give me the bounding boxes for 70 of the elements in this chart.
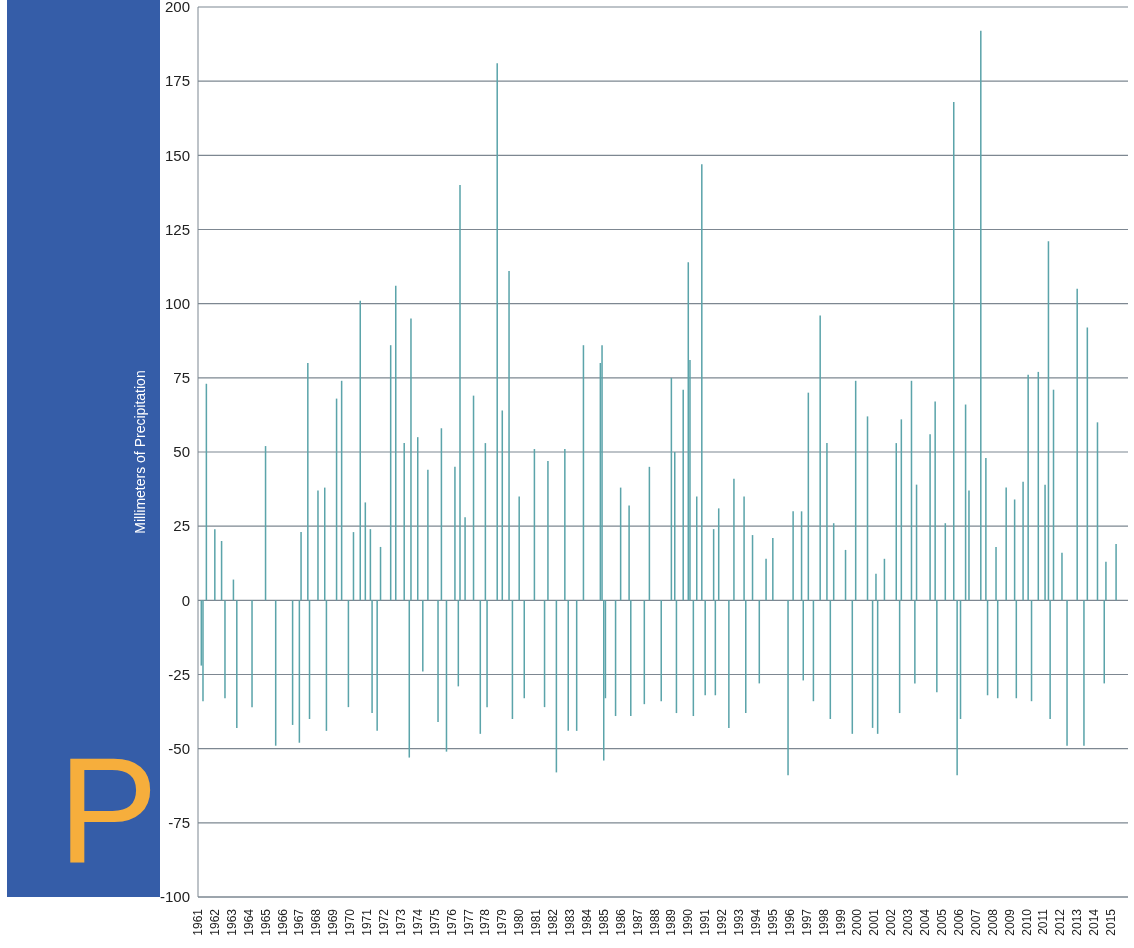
x-tick-label: 1990 bbox=[681, 908, 696, 936]
y-tick-label: 50 bbox=[173, 443, 190, 461]
x-tick-label: 1963 bbox=[224, 908, 239, 936]
x-tick-label: 1996 bbox=[782, 908, 797, 936]
x-tick-label: 1976 bbox=[444, 908, 459, 936]
x-tick-label: 1972 bbox=[377, 908, 391, 936]
x-tick-label: 2011 bbox=[1036, 908, 1051, 935]
x-tick-label: 1966 bbox=[275, 908, 290, 936]
x-tick-label: 1998 bbox=[816, 908, 831, 936]
y-tick-label: 100 bbox=[164, 294, 190, 312]
x-tick-label: 1992 bbox=[715, 908, 730, 936]
x-tick-label: 1975 bbox=[427, 908, 442, 936]
x-tick-label: 2005 bbox=[935, 908, 949, 936]
x-tick-label: 2013 bbox=[1070, 908, 1085, 936]
x-tick-label: 2004 bbox=[918, 908, 933, 936]
x-tick-label: 2008 bbox=[985, 908, 1000, 936]
x-tick-label: 1997 bbox=[799, 908, 814, 936]
x-tick-label: 1983 bbox=[563, 908, 577, 936]
x-tick-label: 1977 bbox=[461, 908, 476, 936]
x-tick-label: 1965 bbox=[258, 908, 273, 936]
x-tick-label: 2000 bbox=[850, 908, 865, 936]
x-tick-label: 2014 bbox=[1087, 908, 1102, 936]
x-tick-label: 1993 bbox=[732, 908, 747, 936]
y-tick-label: -75 bbox=[168, 814, 190, 832]
x-tick-label: 1991 bbox=[698, 908, 713, 936]
y-tick-label: 125 bbox=[164, 220, 190, 238]
x-tick-label: 1973 bbox=[393, 908, 408, 936]
x-tick-label: 1962 bbox=[207, 908, 222, 936]
y-tick-label: 0 bbox=[181, 591, 190, 609]
x-tick-label: 1995 bbox=[765, 908, 780, 936]
x-tick-label: 1979 bbox=[495, 908, 510, 936]
x-tick-label: 2001 bbox=[867, 908, 882, 936]
x-tick-label: 1969 bbox=[326, 908, 341, 936]
x-tick-label: 1974 bbox=[410, 908, 425, 936]
x-tick-label: 2012 bbox=[1053, 908, 1068, 936]
x-tick-label: 1988 bbox=[647, 908, 662, 936]
x-tick-label: 1967 bbox=[292, 908, 307, 936]
y-axis-title: Millimeters of Precipitation bbox=[132, 370, 148, 534]
x-tick-label: 1968 bbox=[309, 908, 324, 936]
y-tick-label: 150 bbox=[164, 146, 190, 164]
x-tick-label: 2010 bbox=[1019, 908, 1034, 936]
x-tick-label: 1961 bbox=[191, 908, 205, 936]
x-tick-label: 2003 bbox=[901, 908, 916, 936]
x-tick-label: 1985 bbox=[596, 908, 611, 936]
x-tick-label: 1987 bbox=[630, 908, 645, 936]
y-tick-label: -25 bbox=[168, 665, 190, 683]
x-tick-label: 1971 bbox=[360, 908, 375, 936]
x-tick-label: 1984 bbox=[579, 908, 594, 936]
x-tick-label: 1989 bbox=[664, 908, 679, 936]
x-tick-label: 2006 bbox=[951, 908, 966, 936]
x-tick-label: 1999 bbox=[833, 908, 848, 936]
y-tick-label: 75 bbox=[173, 369, 190, 387]
x-tick-label: 1986 bbox=[613, 908, 628, 936]
y-tick-label: 25 bbox=[173, 517, 190, 535]
x-tick-label: 1980 bbox=[512, 908, 527, 936]
x-tick-label: 1981 bbox=[529, 908, 544, 936]
x-tick-label: 2015 bbox=[1104, 908, 1119, 936]
x-tick-label: 1978 bbox=[478, 908, 493, 936]
x-tick-label: 1994 bbox=[749, 908, 763, 936]
text: P bbox=[58, 726, 159, 894]
y-tick-label: -100 bbox=[159, 888, 190, 906]
x-tick-label: 2002 bbox=[884, 908, 899, 936]
x-tick-label: 1970 bbox=[343, 908, 358, 936]
y-tick-label: 175 bbox=[164, 72, 190, 90]
x-tick-label: 2007 bbox=[968, 908, 983, 936]
y-tick-label: 200 bbox=[164, 0, 190, 16]
x-tick-label: 2009 bbox=[1002, 908, 1017, 936]
y-tick-label: -50 bbox=[168, 739, 190, 757]
x-tick-label: 1964 bbox=[241, 908, 256, 936]
x-tick-label: 1982 bbox=[546, 908, 561, 936]
